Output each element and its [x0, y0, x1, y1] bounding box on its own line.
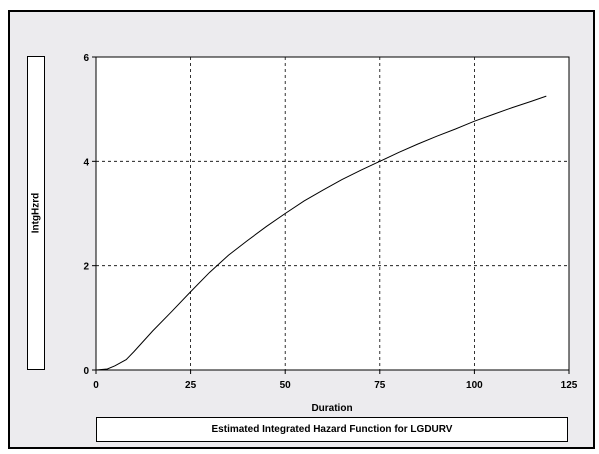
series-line: [95, 95, 547, 371]
y-tick-label: 6: [83, 53, 89, 64]
chart-title: Estimated Integrated Hazard Function for…: [211, 424, 453, 435]
x-tick-label: 75: [374, 380, 386, 391]
grid-lines: [96, 57, 569, 370]
y-axis-label-box: IntgHzrd: [27, 56, 45, 370]
x-tick-label: 100: [466, 380, 483, 391]
chart-title-box: Estimated Integrated Hazard Function for…: [96, 417, 568, 442]
x-tick-label: 50: [280, 380, 292, 391]
x-tick-label: 25: [185, 380, 197, 391]
series-layer: [95, 95, 547, 371]
x-axis-label: Duration: [311, 403, 352, 414]
y-tick-label: 4: [83, 157, 89, 168]
y-tick-label: 2: [83, 262, 89, 273]
x-tick-label: 125: [561, 380, 578, 391]
axis-ticks: 0 25 50 75 100 125 0 2 4 6: [83, 53, 577, 391]
plot-area: [95, 56, 570, 371]
x-tick-label: 0: [93, 380, 99, 391]
y-tick-label: 0: [83, 366, 89, 377]
